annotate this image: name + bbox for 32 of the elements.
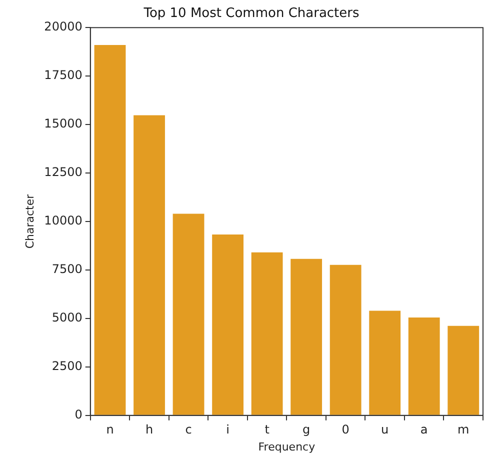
bar [94,45,126,415]
x-axis-title: Frequency [258,440,316,454]
bar [172,214,204,415]
bar [448,326,480,415]
y-axis-title: Character [23,194,36,249]
x-tick-label: g [302,422,310,437]
x-tick-label: c [185,422,192,437]
bar [251,252,283,415]
y-tick-label: 0 [74,408,82,422]
y-tick-label: 12500 [44,165,82,180]
x-tick-label: 0 [342,422,350,437]
bar [290,258,322,415]
y-tick-label: 2500 [52,359,82,374]
chart-title: Top 10 Most Common Characters [142,6,360,22]
x-tick-label: u [381,422,389,437]
y-tick-label: 17500 [44,68,82,82]
x-tick-label: i [226,422,230,437]
y-tick-label: 15000 [44,116,82,131]
x-tick-label: a [420,422,428,437]
x-tick-label: t [264,422,270,437]
x-tick-label: h [145,422,154,437]
y-tick-label: 20000 [44,20,82,34]
bar [212,234,244,415]
x-tick-label: m [458,422,470,437]
bar [330,264,362,415]
bar [408,317,440,415]
x-tick-label: n [106,422,114,437]
y-tick-label: 7500 [52,262,82,276]
bar [134,115,165,415]
y-tick-label: 10000 [44,214,82,228]
bar [369,310,401,415]
y-tick-label: 5000 [52,310,82,325]
